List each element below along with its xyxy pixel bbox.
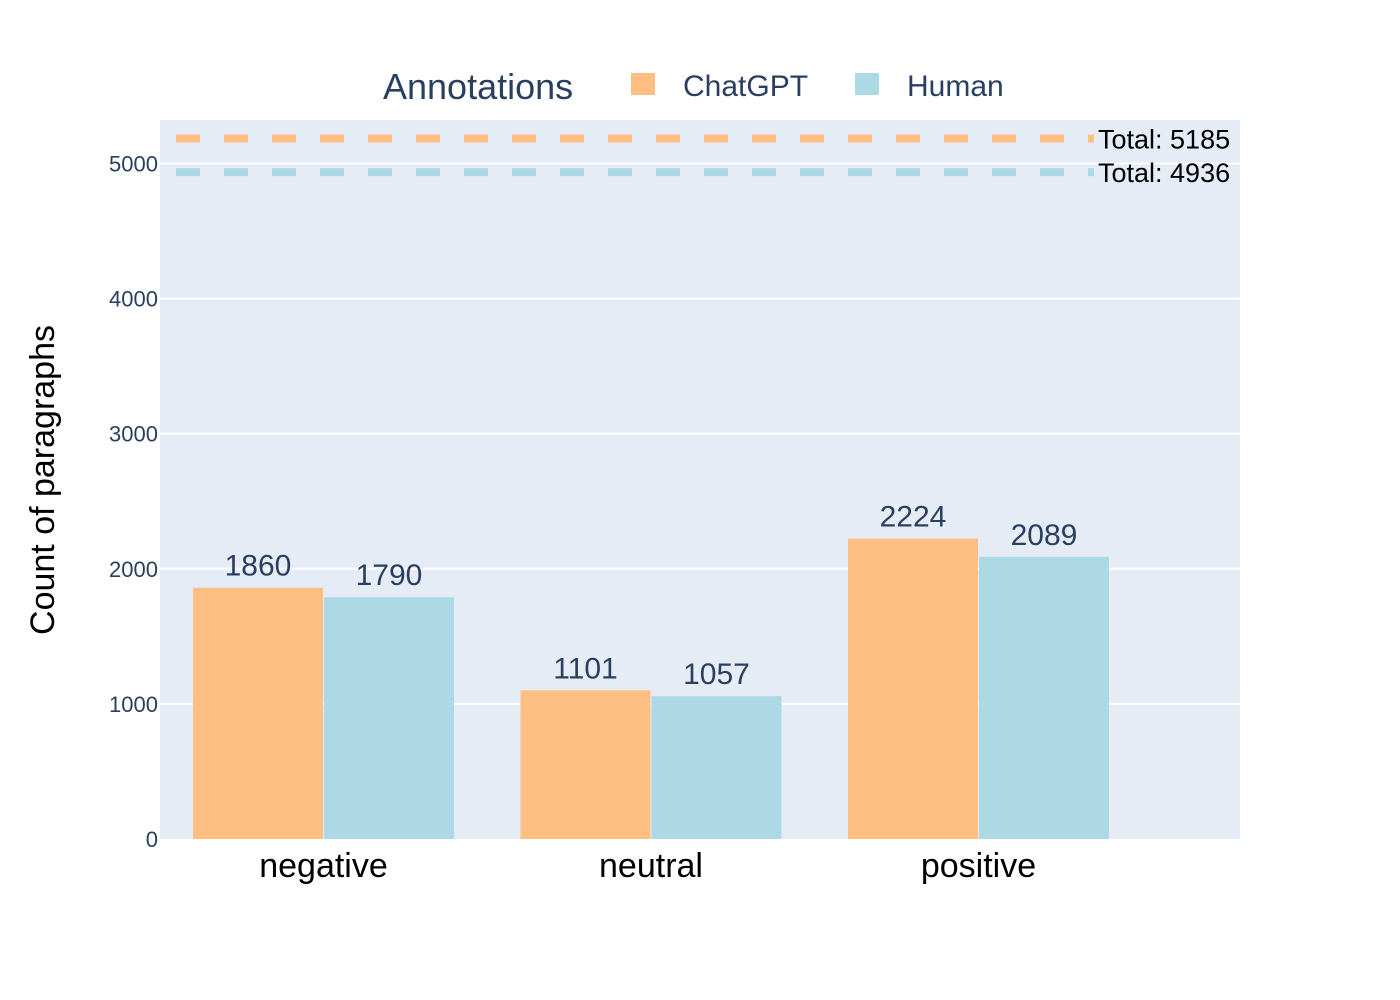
y-tick-label: 5000	[109, 152, 158, 177]
y-axis-label: Count of paragraphs	[24, 325, 62, 635]
bar-value-label: 1860	[225, 550, 292, 583]
legend-label-chatgpt[interactable]: ChatGPT	[683, 70, 808, 103]
bar-human-positive[interactable]	[979, 556, 1109, 839]
bars	[193, 538, 1109, 839]
bar-human-neutral[interactable]	[651, 696, 782, 839]
legend-swatch-human[interactable]	[855, 73, 879, 95]
bar-value-label: 1790	[356, 559, 423, 592]
reference-line-label: Total: 4936	[1098, 158, 1230, 188]
legend-label-human[interactable]: Human	[907, 70, 1004, 103]
y-tick-label: 0	[146, 827, 158, 852]
bar-value-label: 1057	[683, 658, 750, 691]
x-axis-ticks: negative neutral positive	[259, 847, 1036, 885]
y-tick-label: 2000	[109, 557, 158, 582]
bar-value-label: 2089	[1011, 519, 1078, 552]
x-tick-label-positive: positive	[921, 847, 1036, 885]
y-tick-label: 4000	[109, 287, 158, 312]
bar-labels: 1860 1790 1101 1057 2224 2089	[225, 501, 1078, 692]
x-tick-label-neutral: neutral	[599, 847, 703, 885]
bar-chatgpt-negative[interactable]	[193, 587, 323, 839]
reference-line-label: Total: 5185	[1098, 125, 1230, 155]
y-axis-ticks: 0 1000 2000 3000 4000 5000	[109, 152, 158, 853]
bar-value-label: 2224	[880, 501, 947, 534]
legend[interactable]: Annotations ChatGPT Human	[383, 66, 1004, 107]
bar-chatgpt-positive[interactable]	[848, 538, 978, 839]
bar-chatgpt-neutral[interactable]	[520, 690, 651, 839]
x-tick-label-negative: negative	[259, 847, 388, 885]
legend-title: Annotations	[383, 66, 573, 107]
bar-value-label: 1101	[553, 652, 618, 685]
y-tick-label: 3000	[109, 422, 158, 447]
bar-human-negative[interactable]	[324, 597, 454, 839]
legend-swatch-chatgpt[interactable]	[631, 73, 655, 95]
y-tick-label: 1000	[109, 692, 158, 717]
